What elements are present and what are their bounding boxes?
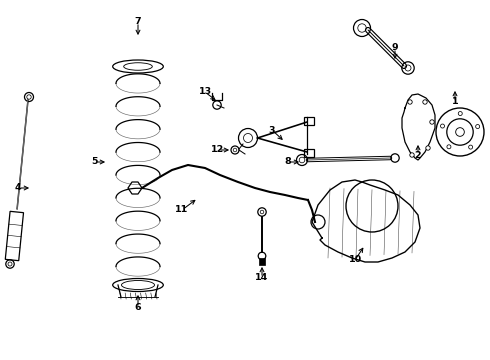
Circle shape: [408, 100, 412, 104]
Circle shape: [430, 120, 434, 124]
Text: 8: 8: [285, 158, 292, 166]
Bar: [304, 149, 314, 157]
Text: 6: 6: [135, 303, 141, 312]
Text: 4: 4: [15, 184, 21, 193]
Text: 11: 11: [175, 206, 189, 215]
Circle shape: [426, 146, 430, 150]
Text: 10: 10: [348, 256, 362, 265]
Text: 7: 7: [135, 18, 141, 27]
Text: 5: 5: [92, 158, 98, 166]
Bar: [259, 258, 265, 265]
Bar: [304, 117, 314, 125]
Text: 14: 14: [255, 274, 269, 283]
Circle shape: [423, 100, 427, 104]
Text: 3: 3: [269, 126, 275, 135]
Text: 1: 1: [452, 98, 458, 107]
Circle shape: [410, 153, 414, 157]
Text: 9: 9: [392, 44, 398, 53]
Text: 13: 13: [198, 87, 212, 96]
Text: 2: 2: [415, 150, 421, 159]
Text: 12: 12: [211, 145, 224, 154]
